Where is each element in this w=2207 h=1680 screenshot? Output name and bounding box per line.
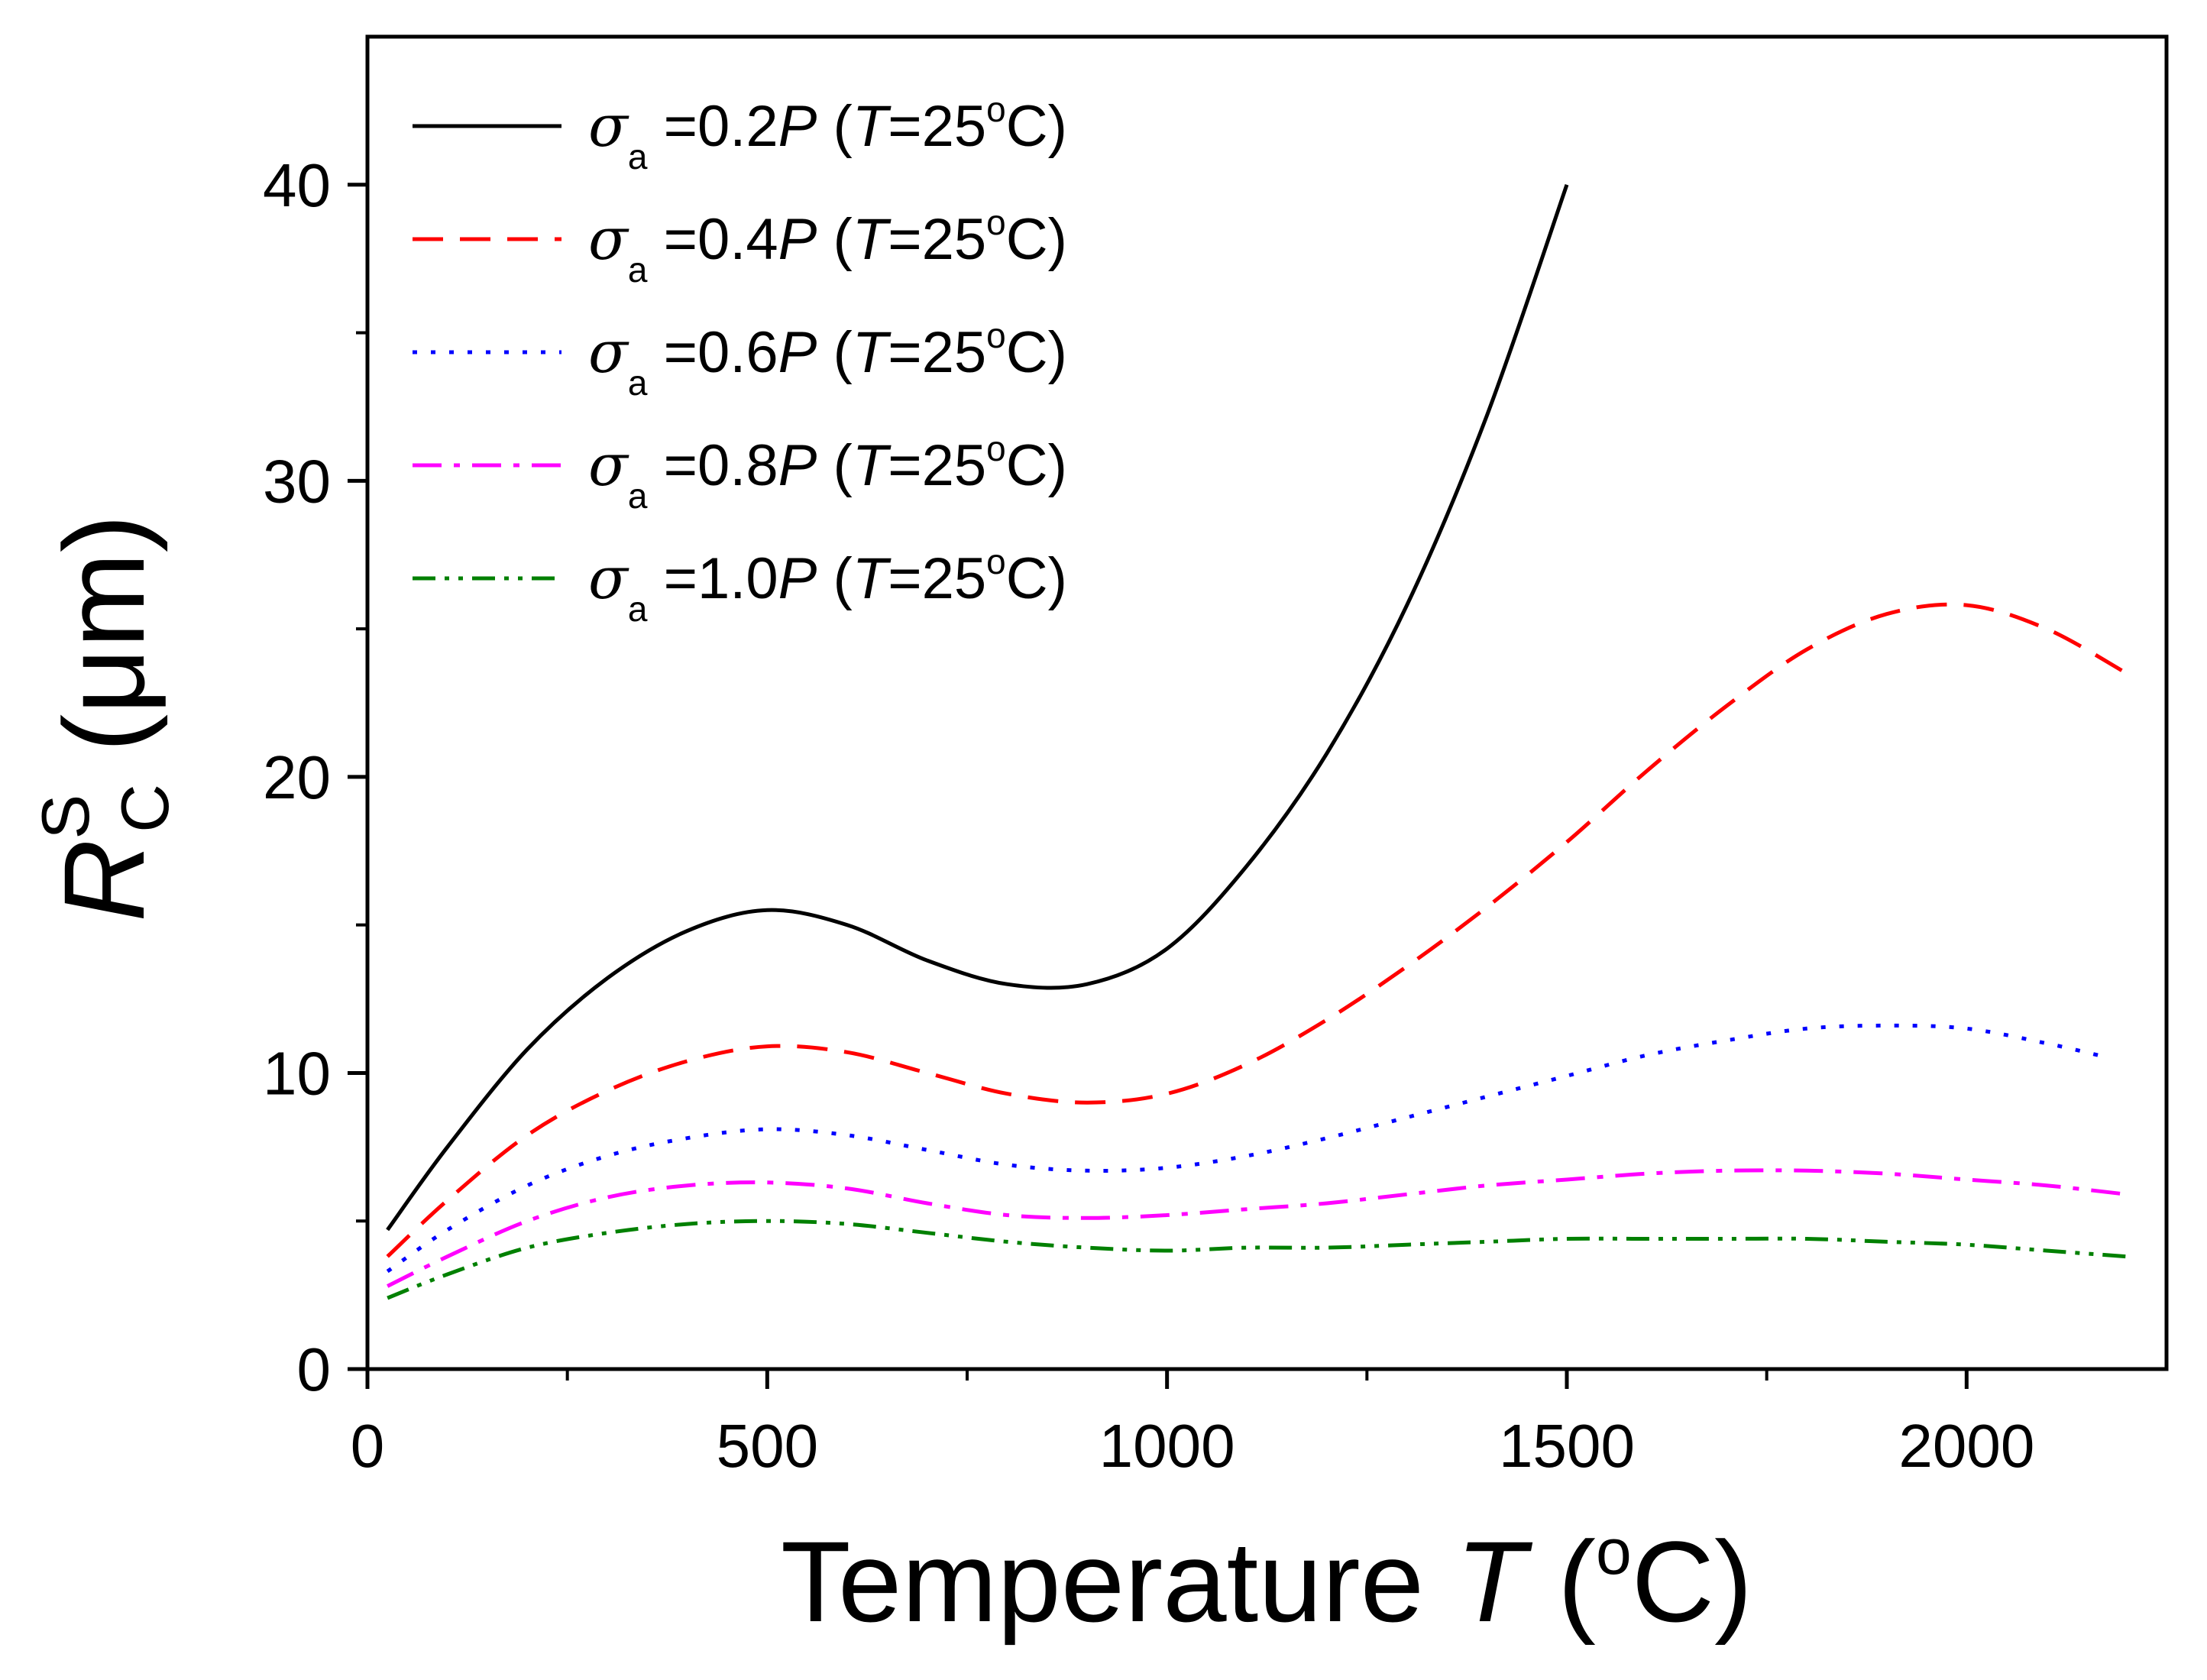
legend-temp: =25 (888, 94, 986, 159)
y-axis-title-sub: C (107, 784, 183, 833)
legend-sigma: σ (588, 318, 629, 386)
y-axis-title-unit: (μm) (40, 514, 168, 784)
legend-value: =1.0 (647, 546, 778, 611)
y-axis-title-var: R (40, 839, 168, 921)
legend-degree: o (986, 316, 1006, 355)
legend-P: P (778, 320, 817, 385)
legend-sigma: σ (588, 92, 629, 160)
x-axis-title-var: T (1456, 1517, 1533, 1646)
legend: σa =0.2P (T=25oC)σa =0.4P (T=25oC)σa =0.… (413, 89, 1067, 629)
legend-label-3: σa =0.6P (T=25oC) (588, 316, 1067, 403)
y-axis-title-sup: S (28, 795, 103, 840)
legend-paren: ( (817, 94, 852, 159)
x-axis-title-degree: o (1596, 1516, 1632, 1588)
y-tick-label: 10 (263, 1039, 331, 1107)
legend-label-5: σa =1.0P (T=25oC) (588, 542, 1067, 629)
series-line-2 (386, 602, 2128, 1258)
legend-paren: ( (817, 320, 852, 385)
legend-degree: o (986, 202, 1006, 242)
x-axis-title-paren: ( (1526, 1517, 1596, 1646)
legend-paren: ( (817, 433, 852, 498)
legend-unit: C) (1006, 94, 1067, 159)
legend-sigma: σ (588, 431, 629, 499)
legend-label-2: σa =0.4P (T=25oC) (588, 202, 1067, 290)
legend-P: P (778, 546, 817, 611)
legend-T: T (853, 433, 892, 498)
series-line-4 (387, 1168, 2127, 1288)
series-line-3 (386, 1023, 2112, 1274)
legend-subscript: a (628, 137, 648, 176)
legend-label-1: σa =0.2P (T=25oC) (588, 89, 1067, 176)
legend-subscript: a (628, 589, 648, 629)
x-axis-title: Temperature T (oC) (781, 1516, 1752, 1646)
legend-sigma: σ (588, 205, 629, 273)
x-axis-title-unit: C) (1632, 1517, 1752, 1646)
legend-unit: C) (1006, 433, 1067, 498)
axis-titles: Temperature T (oC)RSC (μm) (28, 514, 1752, 1646)
legend-degree: o (986, 89, 1006, 129)
legend-temp: =25 (888, 207, 986, 272)
x-axis-title-text: Temperature (781, 1517, 1456, 1646)
y-tick-label: 20 (263, 743, 331, 811)
series-layer (386, 183, 2128, 1300)
legend-subscript: a (628, 476, 648, 516)
legend-T: T (853, 94, 892, 159)
x-tick-label: 500 (717, 1412, 818, 1480)
y-tick-label: 30 (263, 447, 331, 515)
legend-value: =0.4 (647, 207, 778, 272)
legend-T: T (853, 320, 892, 385)
legend-temp: =25 (888, 433, 986, 498)
legend-unit: C) (1006, 546, 1067, 611)
x-tick-label: 2000 (1898, 1412, 2034, 1480)
legend-value: =0.2 (647, 94, 778, 159)
legend-degree: o (986, 542, 1006, 581)
axes-layer: 0 500 1000 1500 2000 0 10 20 30 40 (263, 34, 2169, 1480)
legend-subscript: a (628, 250, 648, 290)
series-line-1 (386, 183, 1569, 1232)
legend-temp: =25 (888, 320, 986, 385)
legend-T: T (853, 207, 892, 272)
legend-T: T (853, 546, 892, 611)
y-tick-label: 40 (263, 151, 331, 219)
x-tick-label: 0 (351, 1412, 385, 1480)
y-tick-label: 0 (297, 1335, 332, 1403)
legend-P: P (778, 94, 817, 159)
legend-P: P (778, 433, 817, 498)
legend-paren: ( (817, 207, 852, 272)
legend-value: =0.6 (647, 320, 778, 385)
x-tick-label: 1000 (1099, 1412, 1235, 1480)
plot-frame (365, 34, 2169, 1371)
legend-sigma: σ (588, 544, 629, 612)
y-axis-title: RSC (μm) (28, 514, 183, 922)
legend-temp: =25 (888, 546, 986, 611)
x-tick-label: 1500 (1499, 1412, 1635, 1480)
legend-degree: o (986, 429, 1006, 468)
legend-unit: C) (1006, 320, 1067, 385)
legend-unit: C) (1006, 207, 1067, 272)
legend-value: =0.8 (647, 433, 778, 498)
legend-paren: ( (817, 546, 852, 611)
legend-subscript: a (628, 363, 648, 403)
legend-label-4: σa =0.8P (T=25oC) (588, 429, 1067, 516)
legend-P: P (778, 207, 817, 272)
